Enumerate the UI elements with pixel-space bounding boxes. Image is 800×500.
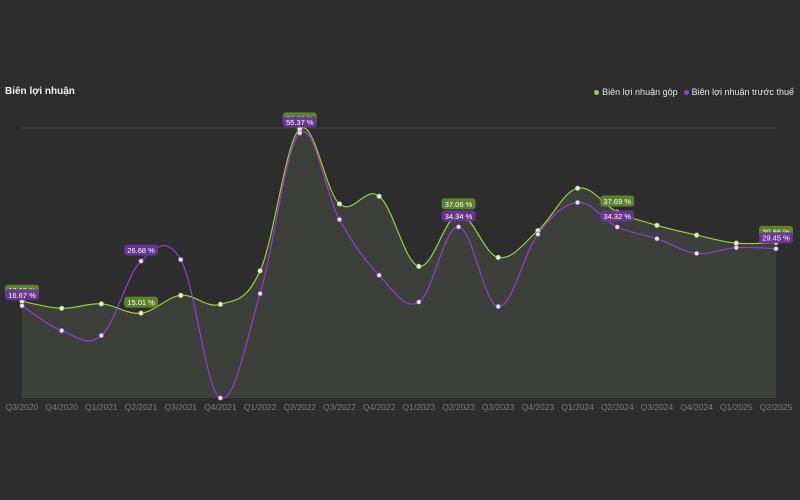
x-tick-label-13: Q4/2023: [522, 402, 555, 412]
x-tick-label-7: Q2/2022: [283, 402, 316, 412]
x-tick-label-1: Q4/2020: [45, 402, 78, 412]
data-label-badge-2: [124, 244, 159, 256]
data-label-badge-8: [600, 195, 635, 207]
x-tick-label-0: Q3/2020: [6, 402, 39, 412]
point-pretax-margin-17: [694, 250, 700, 257]
x-tick-label-2: Q1/2021: [85, 402, 118, 412]
point-pretax-margin-13: [535, 231, 541, 237]
legend-item-gross-margin[interactable]: Biên lợi nhuận gộp: [594, 87, 678, 97]
data-label-6: 37.06 %: [445, 200, 473, 209]
point-pretax-margin-2: [98, 332, 104, 339]
point-pretax-margin-10: [416, 299, 422, 305]
point-pretax-margin-1: [59, 328, 65, 334]
point-gross-margin-2: [98, 301, 104, 307]
area-gross-margin: [22, 127, 776, 399]
point-gross-margin-8: [336, 201, 343, 207]
point-gross-margin-16: [654, 222, 660, 228]
point-pretax-margin-8: [336, 216, 343, 223]
point-gross-margin-1: [59, 305, 65, 311]
point-pretax-margin-5: [217, 395, 224, 401]
data-label-10: 30.86 %: [762, 227, 790, 236]
data-label-5: 55.37 %: [286, 118, 314, 127]
point-pretax-margin-11: [455, 224, 462, 230]
point-pretax-margin-3: [138, 258, 144, 264]
point-gross-margin-9: [376, 193, 382, 199]
x-tick-label-18: Q1/2025: [720, 402, 753, 412]
point-pretax-margin-0: [19, 303, 25, 309]
data-label-badge-3: [124, 296, 159, 308]
point-gross-margin-6: [257, 268, 263, 274]
chart-title: Biên lợi nhuận: [5, 86, 75, 97]
x-tick-label-8: Q3/2022: [323, 402, 356, 412]
point-pretax-margin-12: [495, 303, 501, 310]
data-label-badge-5: [282, 116, 317, 128]
point-gross-margin-5: [217, 301, 224, 307]
data-label-2: 26.68 %: [127, 246, 155, 255]
point-pretax-margin-14: [574, 199, 581, 206]
point-pretax-margin-16: [654, 236, 660, 242]
x-tick-label-3: Q2/2021: [125, 402, 158, 412]
x-tick-label-10: Q1/2023: [403, 402, 436, 412]
point-pretax-margin-18: [733, 245, 739, 251]
point-gross-margin-3: [138, 310, 144, 316]
x-tick-label-19: Q2/2025: [760, 402, 793, 412]
x-tick-label-14: Q1/2024: [561, 402, 594, 412]
point-pretax-margin-9: [376, 272, 382, 278]
data-label-9: 34.32 %: [603, 212, 631, 221]
data-label-badge-7: [441, 210, 476, 222]
data-label-8: 37.69 %: [603, 197, 631, 206]
legend-label-pretax-margin: Biên lợi nhuận trước thuế: [691, 87, 794, 97]
point-gross-margin-14: [574, 185, 581, 191]
legend-dot-pretax-margin: [683, 89, 689, 95]
x-tick-label-16: Q3/2024: [641, 402, 674, 412]
legend-dot-gross-margin: [594, 89, 600, 95]
data-label-3: 15.01 %: [127, 298, 155, 307]
x-tick-label-5: Q4/2021: [204, 402, 237, 412]
x-tick-label-11: Q2/2023: [442, 402, 475, 412]
point-pretax-margin-7: [297, 130, 303, 136]
point-pretax-margin-19: [773, 246, 779, 252]
data-label-badge-1: [5, 289, 39, 301]
point-pretax-margin-15: [614, 224, 620, 230]
point-gross-margin-18: [733, 240, 739, 246]
area-tint-gross-margin: [22, 127, 776, 399]
chart-legend: Biên lợi nhuận gộp Biên lợi nhuận trước …: [594, 87, 794, 97]
x-tick-label-9: Q4/2022: [363, 402, 396, 412]
data-label-11: 29.45 %: [762, 234, 790, 243]
legend-label-gross-margin: Biên lợi nhuận gộp: [602, 87, 678, 97]
point-gross-margin-10: [416, 263, 422, 269]
point-pretax-margin-6: [257, 290, 263, 297]
x-tick-label-6: Q1/2022: [244, 402, 277, 412]
data-label-1: 16.67 %: [8, 291, 36, 300]
point-pretax-margin-4: [178, 257, 184, 263]
x-tick-label-15: Q2/2024: [601, 402, 634, 412]
legend-item-pretax-margin[interactable]: Biên lợi nhuận trước thuế: [683, 87, 794, 97]
point-gross-margin-4: [178, 292, 184, 298]
x-tick-label-4: Q3/2021: [164, 402, 197, 412]
point-gross-margin-17: [694, 232, 700, 238]
data-label-badge-11: [759, 232, 793, 244]
data-label-badge-9: [600, 210, 635, 222]
data-label-badge-6: [441, 198, 476, 210]
point-gross-margin-12: [495, 254, 501, 261]
x-tick-label-17: Q4/2024: [680, 402, 713, 412]
data-label-7: 34.34 %: [445, 212, 473, 221]
x-tick-label-12: Q3/2023: [482, 402, 515, 412]
